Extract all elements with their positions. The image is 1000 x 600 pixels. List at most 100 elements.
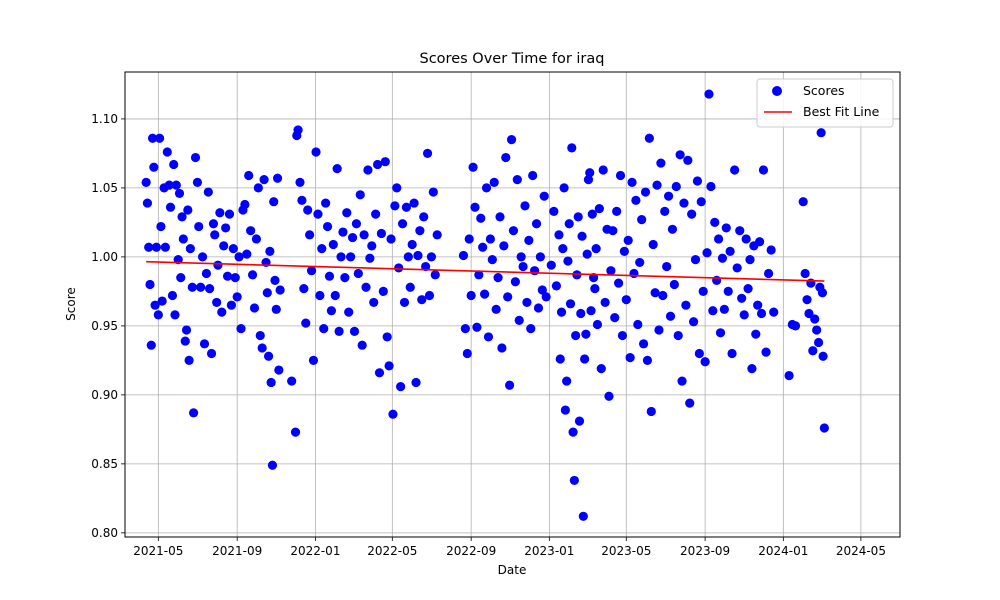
- score-point: [590, 284, 600, 294]
- score-point: [646, 406, 656, 417]
- score-point: [372, 159, 383, 170]
- score-point: [505, 380, 515, 390]
- score-point: [706, 181, 716, 192]
- score-point: [483, 332, 494, 342]
- score-point: [346, 252, 356, 262]
- score-point: [299, 284, 309, 294]
- score-point: [690, 255, 701, 265]
- score-point: [464, 234, 474, 244]
- score-point: [481, 183, 492, 193]
- score-point: [592, 319, 603, 330]
- score-point: [359, 230, 369, 240]
- score-point: [710, 217, 720, 227]
- score-point: [315, 290, 325, 301]
- x-tick-label: 2021-09: [212, 544, 262, 558]
- score-point: [737, 293, 747, 303]
- score-point: [349, 326, 360, 337]
- score-point: [569, 475, 579, 486]
- score-point: [667, 224, 678, 234]
- score-point: [514, 315, 524, 325]
- score-point: [203, 187, 213, 197]
- score-point: [247, 270, 258, 280]
- score-point: [784, 370, 794, 381]
- score-point: [564, 219, 574, 229]
- x-tick-label: 2021-05: [133, 544, 183, 558]
- score-point: [816, 128, 826, 138]
- score-point: [178, 234, 188, 244]
- score-point: [272, 173, 283, 183]
- score-point: [549, 206, 559, 216]
- score-point: [351, 219, 362, 229]
- score-point: [671, 181, 681, 192]
- score-point: [224, 209, 235, 219]
- score-point: [321, 198, 331, 208]
- score-point: [617, 330, 628, 341]
- score-point: [380, 157, 390, 167]
- score-point: [503, 292, 513, 302]
- score-point: [357, 340, 367, 350]
- score-point: [627, 177, 637, 187]
- score-point: [192, 177, 203, 187]
- score-point: [755, 237, 765, 247]
- score-point: [739, 310, 749, 320]
- score-point: [610, 313, 620, 323]
- score-point: [267, 460, 278, 470]
- score-point: [530, 266, 540, 276]
- score-point: [156, 221, 166, 232]
- score-point: [196, 282, 206, 292]
- score-point: [160, 242, 170, 252]
- score-point: [804, 308, 814, 319]
- score-point: [472, 322, 482, 332]
- score-point: [554, 230, 564, 240]
- score-point: [170, 310, 180, 320]
- score-point: [604, 391, 614, 401]
- score-point: [212, 297, 222, 308]
- score-point: [491, 304, 501, 314]
- x-tick-label: 2024-01: [758, 544, 808, 558]
- score-point: [249, 303, 260, 313]
- score-point: [183, 205, 193, 215]
- score-point: [612, 206, 622, 216]
- score-point: [297, 195, 307, 205]
- score-point: [184, 355, 194, 365]
- score-point: [580, 354, 590, 364]
- score-point: [766, 245, 776, 255]
- score-point: [562, 376, 572, 386]
- score-point: [208, 219, 219, 229]
- score-point: [274, 365, 284, 375]
- score-point: [813, 337, 824, 348]
- score-point: [642, 355, 653, 365]
- score-point: [681, 300, 691, 310]
- y-tick-label: 0.95: [91, 319, 118, 333]
- score-point: [586, 306, 596, 316]
- x-axis-ticks: 2021-05 2021-09 2022-01 2022-05 2022-09 2023-…: [133, 537, 886, 558]
- score-point: [187, 282, 197, 292]
- score-point: [306, 266, 317, 276]
- score-point: [741, 234, 751, 244]
- score-point: [625, 353, 635, 363]
- score-point: [388, 409, 398, 419]
- score-point: [510, 277, 520, 287]
- score-point: [745, 255, 755, 265]
- score-point: [508, 226, 519, 236]
- score-point: [390, 201, 400, 211]
- score-point: [758, 165, 769, 175]
- score-point: [176, 272, 186, 283]
- score-point: [698, 286, 708, 296]
- score-point: [234, 252, 244, 262]
- score-point: [687, 209, 697, 219]
- score-point: [149, 162, 159, 172]
- score-point: [524, 235, 534, 245]
- score-point: [322, 221, 333, 232]
- score-point: [413, 250, 423, 261]
- score-point: [541, 292, 551, 302]
- y-tick-label: 0.85: [91, 457, 118, 471]
- score-point: [199, 339, 210, 349]
- score-point: [151, 242, 162, 252]
- score-point: [142, 198, 153, 208]
- score-point: [501, 152, 511, 163]
- score-point: [713, 234, 724, 244]
- score-point: [587, 209, 597, 219]
- score-point: [673, 330, 683, 341]
- score-point: [751, 329, 761, 339]
